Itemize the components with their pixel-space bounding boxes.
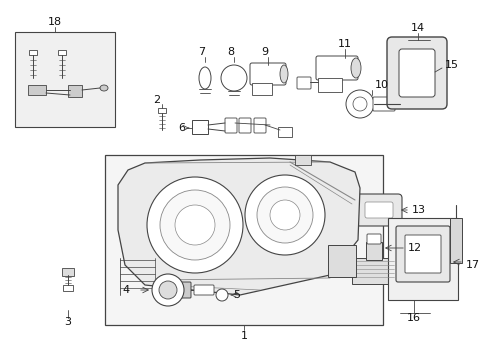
FancyBboxPatch shape [372, 97, 394, 111]
Text: 16: 16 [406, 313, 420, 323]
Ellipse shape [199, 67, 210, 89]
FancyBboxPatch shape [296, 77, 310, 89]
Text: 1: 1 [240, 331, 247, 341]
FancyBboxPatch shape [351, 258, 395, 284]
Circle shape [269, 200, 299, 230]
FancyBboxPatch shape [386, 37, 446, 109]
Circle shape [221, 65, 246, 91]
FancyBboxPatch shape [317, 78, 341, 92]
Polygon shape [118, 158, 359, 295]
FancyBboxPatch shape [192, 120, 207, 134]
FancyBboxPatch shape [395, 226, 449, 282]
FancyBboxPatch shape [315, 56, 357, 80]
Text: 14: 14 [410, 23, 424, 33]
Circle shape [175, 205, 215, 245]
FancyBboxPatch shape [366, 234, 380, 244]
Text: 13: 13 [411, 205, 425, 215]
Circle shape [160, 190, 229, 260]
Ellipse shape [100, 85, 108, 91]
FancyBboxPatch shape [364, 202, 392, 218]
FancyBboxPatch shape [327, 245, 355, 277]
Text: 10: 10 [374, 80, 388, 90]
Text: 3: 3 [64, 317, 71, 327]
FancyBboxPatch shape [387, 218, 457, 300]
FancyBboxPatch shape [251, 83, 271, 95]
FancyBboxPatch shape [449, 218, 461, 263]
Text: 9: 9 [261, 47, 268, 57]
FancyBboxPatch shape [169, 282, 191, 298]
FancyBboxPatch shape [294, 155, 310, 165]
Text: 17: 17 [465, 260, 479, 270]
FancyBboxPatch shape [355, 194, 401, 226]
FancyBboxPatch shape [398, 49, 434, 97]
FancyBboxPatch shape [62, 268, 74, 276]
FancyBboxPatch shape [68, 85, 82, 97]
Text: 12: 12 [407, 243, 421, 253]
Text: 7: 7 [198, 47, 205, 57]
FancyBboxPatch shape [249, 63, 285, 85]
Circle shape [147, 177, 243, 273]
Text: 6: 6 [178, 123, 184, 133]
Text: 11: 11 [337, 39, 351, 49]
Text: 4: 4 [122, 285, 130, 295]
FancyBboxPatch shape [224, 118, 237, 133]
FancyBboxPatch shape [365, 242, 381, 260]
Circle shape [352, 97, 366, 111]
Circle shape [152, 274, 183, 306]
FancyBboxPatch shape [29, 50, 37, 55]
Text: 2: 2 [153, 95, 160, 105]
Ellipse shape [280, 65, 287, 83]
Text: 18: 18 [48, 17, 62, 27]
Circle shape [257, 187, 312, 243]
Circle shape [159, 281, 177, 299]
FancyBboxPatch shape [63, 285, 73, 291]
FancyBboxPatch shape [278, 127, 291, 137]
Text: 15: 15 [444, 60, 458, 70]
FancyBboxPatch shape [105, 155, 382, 325]
FancyBboxPatch shape [404, 235, 440, 273]
Text: 8: 8 [227, 47, 234, 57]
FancyBboxPatch shape [58, 50, 66, 55]
Circle shape [244, 175, 325, 255]
Circle shape [346, 90, 373, 118]
Circle shape [216, 289, 227, 301]
Ellipse shape [350, 58, 360, 78]
FancyBboxPatch shape [194, 285, 214, 295]
Text: 5: 5 [232, 290, 240, 300]
FancyBboxPatch shape [28, 85, 46, 95]
FancyBboxPatch shape [158, 108, 165, 113]
FancyBboxPatch shape [15, 32, 115, 127]
FancyBboxPatch shape [253, 118, 265, 133]
FancyBboxPatch shape [239, 118, 250, 133]
